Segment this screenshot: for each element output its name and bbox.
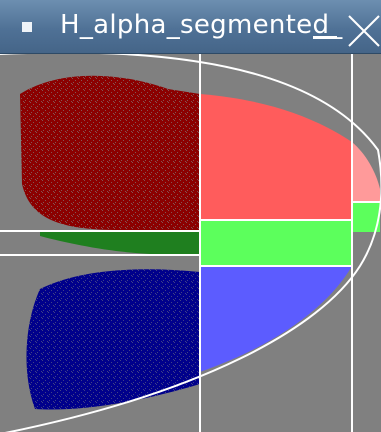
minimize-icon[interactable]: [313, 16, 337, 42]
segmentation-lines: [0, 54, 381, 432]
region-top-right: [200, 94, 352, 220]
window-title: H_alpha_segmented_: [60, 10, 343, 40]
close-icon[interactable]: [347, 14, 381, 48]
region-bottom-right: [200, 266, 352, 372]
region-middle-right: [200, 220, 352, 266]
region-middle-far-right: [352, 202, 380, 232]
region-middle-left: [40, 230, 200, 254]
window-menu-icon[interactable]: [22, 22, 32, 32]
region-far-right-top: [352, 142, 380, 202]
plot-canvas: [0, 54, 381, 432]
boundary-curve: [0, 54, 381, 432]
title-bar[interactable]: H_alpha_segmented_: [0, 0, 381, 54]
segmentation-plot[interactable]: [0, 54, 381, 432]
